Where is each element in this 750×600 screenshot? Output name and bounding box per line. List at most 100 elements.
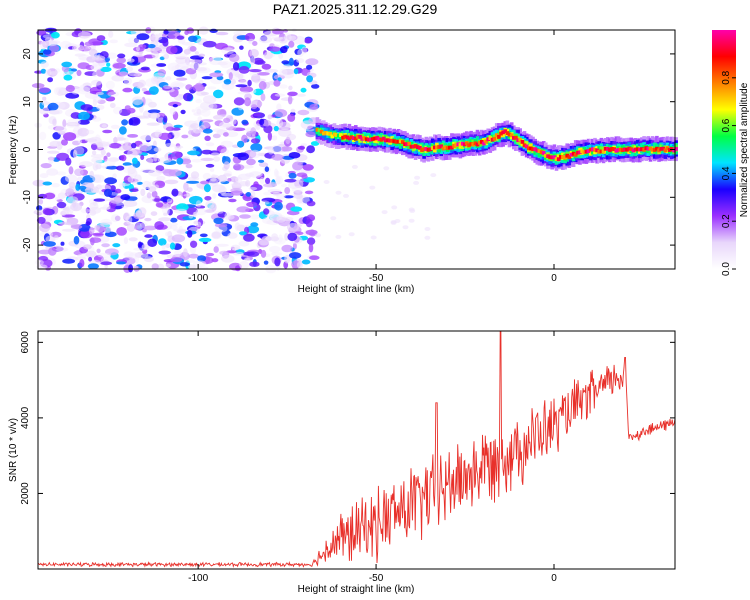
heatmap-noise-cell <box>83 47 92 53</box>
heatmap-noise-cell <box>123 200 138 207</box>
heatmap-noise-cell <box>335 234 342 239</box>
heatmap-ridge-cell <box>458 143 463 147</box>
heatmap-noise-cell <box>223 132 229 137</box>
heatmap-ridge-cell <box>426 147 431 152</box>
heatmap-noise-cell <box>162 33 167 38</box>
heatmap-noise-cell <box>296 58 305 64</box>
heatmap-noise-cell <box>185 163 193 169</box>
heatmap-ridge-cell <box>383 138 388 143</box>
heatmap-noise-cell <box>205 163 215 168</box>
heatmap-noise-cell <box>204 135 211 141</box>
heatmap-noise-cell <box>220 60 232 69</box>
heatmap-ridge-cell <box>403 142 407 147</box>
heatmap-noise-cell <box>274 201 283 211</box>
heatmap-ridge-cell <box>640 147 644 151</box>
heatmap-ridge-cell <box>529 146 533 151</box>
heatmap-noise-cell <box>306 75 313 83</box>
heatmap-noise-cell <box>101 165 108 169</box>
heatmap-noise-cell <box>138 79 146 88</box>
heatmap-noise-cell <box>108 30 114 38</box>
heatmap-noise-cell <box>136 46 140 52</box>
figure-title: PAZ1.2025.311.12.29.G29 <box>273 1 438 17</box>
heatmap-ridge-cell <box>328 132 332 136</box>
heatmap-noise-cell <box>66 122 80 127</box>
heatmap-ridge-cell <box>441 146 446 151</box>
heatmap-noise-cell <box>180 109 186 115</box>
heatmap-noise-cell <box>275 175 283 185</box>
heatmap-noise-cell <box>239 45 244 50</box>
heatmap-noise-cell <box>237 140 245 148</box>
heatmap-noise-cell <box>174 208 188 214</box>
heatmap-ridge-cell <box>354 136 358 141</box>
heatmap-noise-cell <box>128 264 134 273</box>
snr-frame <box>37 330 676 570</box>
heatmap-noise-cell <box>109 102 116 109</box>
heatmap-ridge-cell <box>527 146 531 151</box>
heatmap-noise-cell <box>188 35 198 42</box>
heatmap-noise-cell <box>212 115 224 120</box>
heatmap-ridge-cell <box>659 147 663 151</box>
heatmap-noise-cell <box>86 130 95 135</box>
heatmap-noise-cell <box>194 51 199 55</box>
heatmap-noise-cell <box>301 47 309 53</box>
heatmap-noise-cell <box>256 72 270 76</box>
heatmap-noise-cell <box>271 36 283 40</box>
heatmap-noise-cell <box>235 84 248 88</box>
heatmap-noise-cell <box>48 247 57 256</box>
heatmap-noise-cell <box>348 232 355 237</box>
heatmap-noise-cell <box>146 157 154 164</box>
heatmap-ridge-cell <box>366 137 371 142</box>
heatmap-noise-cell <box>391 205 398 210</box>
heatmap-noise-cell <box>250 127 257 136</box>
heatmap-noise-cell <box>122 87 133 93</box>
heatmap-ridge-cell <box>330 134 335 139</box>
heatmap-noise-cell <box>66 122 78 128</box>
heatmap-noise-cell <box>230 244 241 251</box>
heatmap-ridge-cell <box>322 127 326 136</box>
heatmap-noise-cell <box>264 69 279 73</box>
heatmap-noise-cell <box>36 216 46 224</box>
heatmap-noise-cell <box>179 262 190 267</box>
heatmap-ridge-cell <box>450 145 454 150</box>
heatmap-noise-cell <box>253 181 259 188</box>
heatmap-noise-cell <box>127 168 138 178</box>
heatmap-noise-cell <box>35 259 44 266</box>
heatmap-noise-cell <box>232 62 240 71</box>
heatmap-noise-cell <box>187 264 196 270</box>
heatmap-noise-cell <box>250 214 260 220</box>
spectrogram-x-label: Height of straight line (km) <box>298 284 415 295</box>
heatmap-noise-cell <box>239 86 254 93</box>
heatmap-ridge-cell <box>582 150 587 155</box>
heatmap-ridge-cell <box>445 146 450 150</box>
heatmap-noise-cell <box>261 197 276 203</box>
heatmap-noise-cell <box>252 57 264 65</box>
heatmap-noise-cell <box>51 31 60 39</box>
heatmap-ridge-cell <box>603 146 608 151</box>
heatmap-noise-cell <box>297 48 304 58</box>
heatmap-noise-cell <box>270 145 283 154</box>
heatmap-ridge-cell <box>524 144 529 149</box>
heatmap-noise-cell <box>119 145 132 151</box>
heatmap-ridge-cell <box>488 136 493 140</box>
heatmap-ridge-cell <box>578 150 582 155</box>
heatmap-noise-cell <box>218 121 231 129</box>
heatmap-noise-cell <box>116 57 126 64</box>
heatmap-noise-cell <box>170 151 182 160</box>
heatmap-ridge-cell <box>339 133 343 137</box>
heatmap-noise-cell <box>80 104 93 111</box>
heatmap-noise-cell <box>172 104 178 108</box>
heatmap-noise-cell <box>91 55 106 61</box>
heatmap-noise-cell <box>92 232 104 236</box>
heatmap-ridge-cell <box>571 151 576 156</box>
heatmap-noise-cell <box>61 139 68 146</box>
heatmap-noise-cell <box>296 93 306 97</box>
heatmap-noise-cell <box>71 44 85 52</box>
heatmap-noise-cell <box>39 223 51 233</box>
heatmap-noise-cell <box>78 119 90 125</box>
colorbar-tick-label: 0.8 <box>721 70 732 84</box>
heatmap-ridge-cell <box>433 145 437 150</box>
heatmap-ridge-cell <box>627 146 631 151</box>
heatmap-ridge-cell <box>561 155 565 159</box>
heatmap-noise-cell <box>70 68 78 72</box>
heatmap-noise-cell <box>56 152 70 161</box>
